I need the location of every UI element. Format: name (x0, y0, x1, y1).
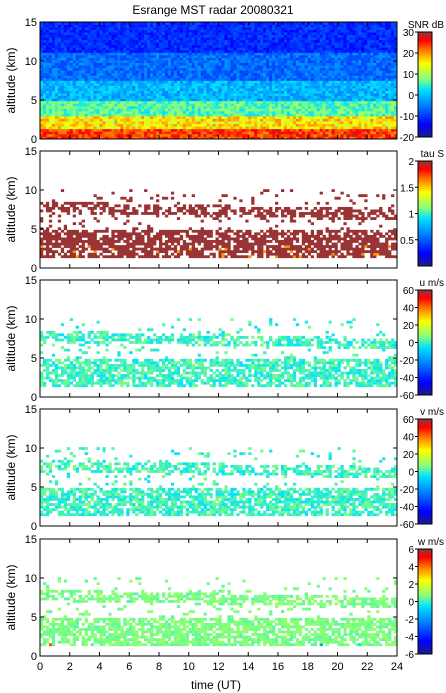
colorbar-tick-label: 1 (408, 210, 414, 221)
colorbar-tick-label: 20 (403, 321, 415, 332)
colorbar-tick-label: 1.5 (400, 183, 414, 194)
y-tick-label: 15 (25, 534, 37, 546)
colorbar-tick-label: -20 (400, 356, 415, 367)
colorbar-tau (417, 160, 433, 267)
x-tick-label: 10 (183, 661, 195, 673)
panel-u-image (40, 318, 398, 388)
x-tick-label: 20 (331, 661, 343, 673)
x-tick-label: 6 (126, 661, 132, 673)
panel-v-image (40, 447, 398, 517)
y-tick-label: 10 (25, 573, 37, 585)
x-tick-label: 22 (361, 661, 373, 673)
colorbar-tick-label: 0 (408, 468, 414, 479)
colorbar-tick-label: 40 (403, 433, 415, 444)
colorbar-tick-label: 20 (403, 49, 415, 60)
x-tick-label: 16 (272, 661, 284, 673)
y-tick-label: 15 (25, 146, 37, 158)
y-tick-label: 0 (31, 521, 37, 533)
colorbar-tick-label: -20 (400, 133, 415, 144)
panel-tau: 0 5 10 15 altitude (km) tau S 0.5 1 1.5 2 (4, 146, 444, 275)
colorbar-tick-label: -40 (400, 503, 415, 514)
y-tick-label: 5 (31, 482, 37, 494)
colorbar-tick-label: 0 (408, 91, 414, 102)
x-tick-label: 0 (37, 661, 43, 673)
y-axis-label: altitude (km) (4, 434, 18, 500)
colorbar-u (417, 289, 433, 396)
y-tick-label: 0 (31, 392, 37, 404)
y-tick-label: 15 (25, 275, 37, 287)
y-tick-label: 0 (31, 134, 37, 146)
colorbar-tick-label: 0 (408, 598, 414, 609)
panel-v: 0 5 10 15 altitude (km) v m/s -60 -40 -20 0 20 40 60 (4, 404, 444, 533)
colorbar-tick-label: 0.5 (400, 236, 414, 247)
colorbar-label: w m/s (417, 537, 444, 548)
y-tick-label: 15 (25, 404, 37, 416)
colorbar-tick-label: 40 (403, 304, 415, 315)
y-tick-label: 10 (25, 185, 37, 197)
x-tick-label: 2 (67, 661, 73, 673)
colorbar-tick-label: -6 (405, 650, 414, 661)
x-axis-label: time (UT) (191, 678, 241, 692)
y-tick-label: 10 (25, 443, 37, 455)
colorbar-tick-label: -4 (405, 633, 414, 644)
colorbar-label: tau S (421, 149, 445, 160)
panel-w-image (40, 577, 398, 647)
colorbar-tick-label: 60 (403, 415, 415, 426)
colorbar-tick-label: -20 (400, 485, 415, 496)
colorbar-tick-label: -60 (400, 391, 415, 402)
colorbar-tick-label: -10 (400, 112, 415, 123)
y-tick-label: 5 (31, 224, 37, 236)
colorbar-tick-label: 60 (403, 286, 415, 297)
y-tick-label: 15 (25, 17, 37, 29)
colorbar-tick-label: 2 (408, 580, 414, 591)
panel-u: 0 5 10 15 altitude (km) u m/s -60 -40 -20 0 20 40 60 (4, 275, 444, 404)
colorbar-tick-label: 30 (403, 28, 415, 39)
y-tick-label: 10 (25, 56, 37, 68)
colorbar-tick-label: 6 (408, 545, 414, 556)
y-tick-label: 0 (31, 651, 37, 663)
x-tick-label: 18 (302, 661, 314, 673)
y-tick-label: 5 (31, 353, 37, 365)
colorbar-w (417, 548, 433, 655)
colorbar-tick-label: 4 (408, 563, 414, 574)
x-tick-label: 12 (212, 661, 224, 673)
y-axis-label: altitude (km) (4, 305, 18, 371)
colorbar-label: SNR dB (408, 20, 444, 31)
y-tick-label: 0 (31, 263, 37, 275)
x-tick-label: 24 (391, 661, 403, 673)
colorbar-tick-label: 0 (408, 339, 414, 350)
y-tick-label: 10 (25, 314, 37, 326)
colorbar-v (417, 418, 433, 525)
y-axis-label: altitude (km) (4, 47, 18, 113)
chart-title: Esrange MST radar 20080321 (132, 3, 294, 17)
colorbar-label: v m/s (420, 407, 444, 418)
colorbar-label: u m/s (420, 278, 444, 289)
panel-snr: 0 5 10 15 altitude (km) SNR dB -20 -10 0 10 20 30 (4, 17, 444, 146)
x-tick-label: 14 (242, 661, 254, 673)
colorbar-snr (417, 31, 433, 138)
colorbar-tick-label: -40 (400, 374, 415, 385)
x-tick-label: 8 (156, 661, 162, 673)
colorbar-tick-label: -2 (405, 615, 414, 626)
y-axis-label: altitude (km) (4, 564, 18, 630)
panel-snr-image (40, 22, 398, 140)
y-tick-label: 5 (31, 612, 37, 624)
colorbar-tick-label: 20 (403, 450, 415, 461)
colorbar-tick-label: 10 (403, 70, 415, 81)
y-tick-label: 5 (31, 95, 37, 107)
colorbar-tick-label: 2 (408, 157, 414, 168)
y-axis-label: altitude (km) (4, 176, 18, 242)
panel-tau-image (40, 189, 398, 259)
colorbar-tick-label: -60 (400, 520, 415, 531)
x-tick-label: 4 (96, 661, 102, 673)
